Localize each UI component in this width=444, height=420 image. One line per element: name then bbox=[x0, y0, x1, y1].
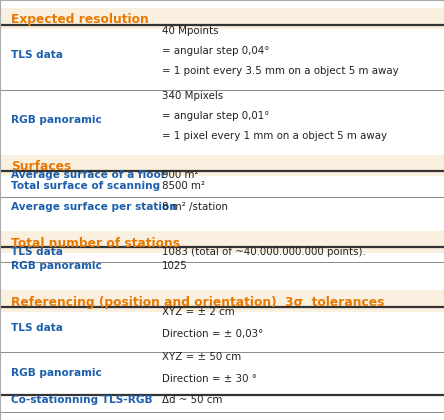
Text: 900 m²: 900 m² bbox=[162, 170, 198, 180]
Bar bbox=[0, 8, 444, 29]
Text: 40 Mpoints: 40 Mpoints bbox=[162, 26, 218, 36]
Text: Expected resolution: Expected resolution bbox=[11, 13, 149, 26]
Bar bbox=[0, 231, 444, 253]
Text: XYZ = ± 50 cm: XYZ = ± 50 cm bbox=[162, 352, 241, 362]
Text: 8 m² /station: 8 m² /station bbox=[162, 202, 228, 213]
Bar bbox=[0, 290, 444, 312]
Text: RGB panoramic: RGB panoramic bbox=[11, 368, 102, 378]
Text: 340 Mpixels: 340 Mpixels bbox=[162, 91, 223, 101]
Text: = angular step 0,04°: = angular step 0,04° bbox=[162, 46, 270, 56]
Bar bbox=[0, 155, 444, 176]
Text: 8500 m²: 8500 m² bbox=[162, 181, 205, 192]
Text: RGB panoramic: RGB panoramic bbox=[11, 261, 102, 271]
Text: = 1 pixel every 1 mm on a object 5 m away: = 1 pixel every 1 mm on a object 5 m awa… bbox=[162, 131, 387, 141]
Text: RGB panoramic: RGB panoramic bbox=[11, 115, 102, 125]
Text: TLS data: TLS data bbox=[11, 247, 63, 257]
Text: = 1 point every 3.5 mm on a object 5 m away: = 1 point every 3.5 mm on a object 5 m a… bbox=[162, 66, 399, 76]
Text: Referencing (position and orientation)  3σ  tolerances: Referencing (position and orientation) 3… bbox=[11, 296, 385, 309]
Text: = angular step 0,01°: = angular step 0,01° bbox=[162, 111, 270, 121]
Text: TLS data: TLS data bbox=[11, 50, 63, 60]
Text: Direction = ± 0,03°: Direction = ± 0,03° bbox=[162, 329, 263, 339]
Text: Average surface of a floor: Average surface of a floor bbox=[11, 170, 166, 180]
Text: XYZ = ± 2 cm: XYZ = ± 2 cm bbox=[162, 307, 235, 317]
Text: Δd ~ 50 cm: Δd ~ 50 cm bbox=[162, 395, 222, 405]
Text: Average surface per station: Average surface per station bbox=[11, 202, 177, 213]
Text: Co-stationning TLS-RGB: Co-stationning TLS-RGB bbox=[11, 395, 153, 405]
Text: 1083 (total of ~40.000.000.000 points).: 1083 (total of ~40.000.000.000 points). bbox=[162, 247, 366, 257]
Text: Surfaces: Surfaces bbox=[11, 160, 71, 173]
Text: Total surface of scanning: Total surface of scanning bbox=[11, 181, 160, 192]
Text: Direction = ± 30 °: Direction = ± 30 ° bbox=[162, 374, 257, 384]
Text: Total number of stations: Total number of stations bbox=[11, 237, 180, 250]
Text: 1025: 1025 bbox=[162, 261, 188, 271]
Text: TLS data: TLS data bbox=[11, 323, 63, 333]
